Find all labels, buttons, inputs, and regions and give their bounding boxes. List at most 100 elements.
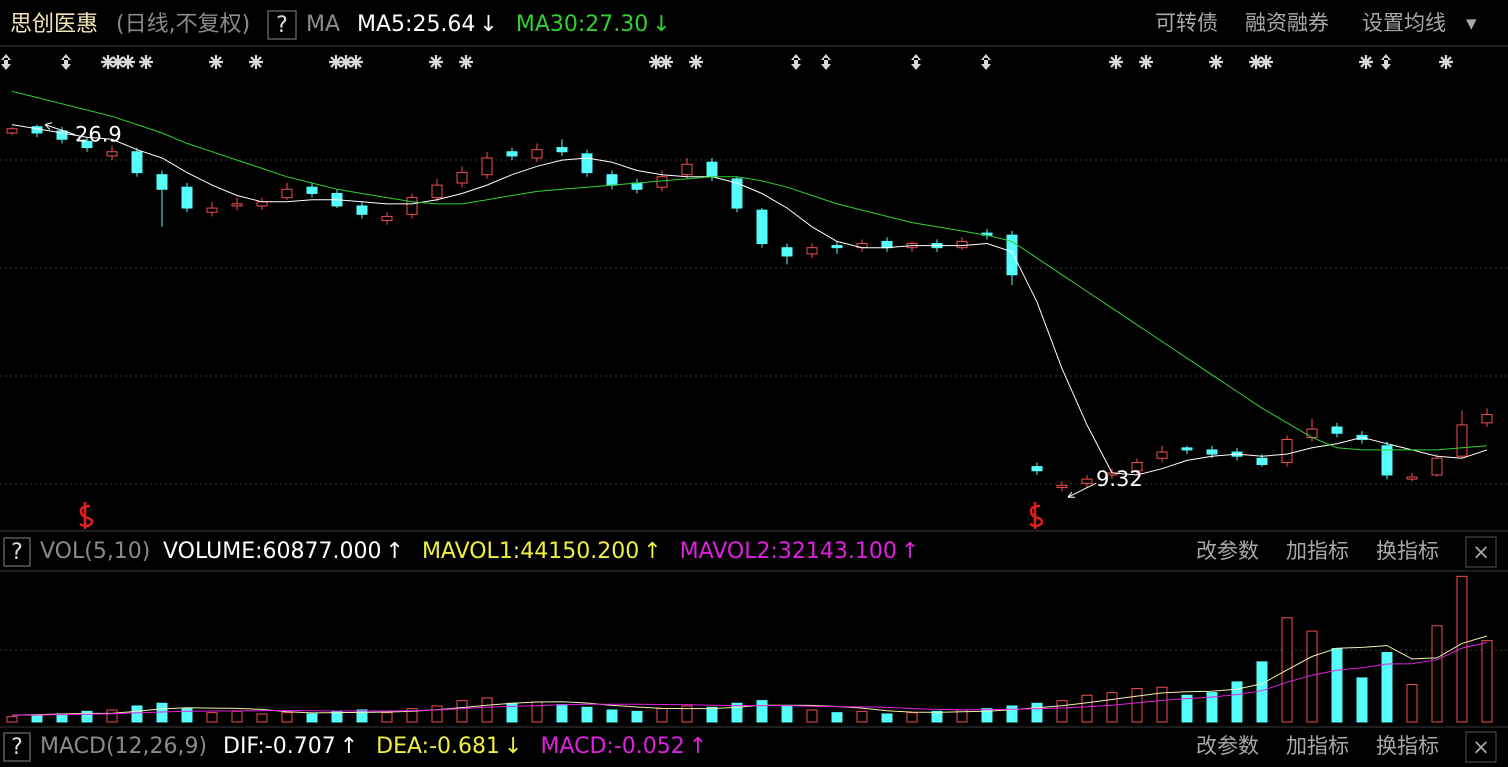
event-icon (61, 54, 71, 70)
candle-body (1031, 466, 1043, 472)
candle-body (1431, 457, 1443, 476)
panel-button[interactable]: 改参数 (1196, 539, 1259, 563)
event-icon (209, 55, 223, 69)
volume-bar (1256, 661, 1268, 723)
volume-bar (1456, 575, 1468, 723)
volume-bar (831, 712, 843, 723)
help-button[interactable] (3, 732, 31, 762)
event-icon (1381, 54, 1391, 70)
event-icon (429, 55, 443, 69)
event-icon (689, 55, 703, 69)
mavol-line (11, 635, 1488, 716)
close-button[interactable] (1465, 731, 1497, 763)
volume-bar (706, 706, 718, 723)
trend-arrow: ↓ (479, 12, 497, 37)
volume-bar (406, 708, 418, 723)
volume-bar (131, 705, 143, 723)
volume-bar (806, 709, 818, 723)
trend-arrow: ↑ (643, 539, 661, 564)
volume-bar (656, 708, 668, 723)
volume-bar (606, 709, 618, 723)
panel-button[interactable]: 加指标 (1286, 734, 1349, 758)
volume-bar (1331, 648, 1343, 723)
volume-bar (756, 700, 768, 723)
help-button[interactable] (3, 537, 31, 567)
help-icon[interactable]: ? (276, 13, 288, 38)
event-marker (1029, 502, 1044, 529)
readout: MAVOL1:44150.200 (422, 539, 639, 564)
help-icon[interactable]: ? (11, 735, 23, 760)
ma-line (11, 90, 1488, 451)
event-icon (1209, 55, 1223, 69)
readout: MACD:-0.052 (540, 734, 684, 759)
candle-body (281, 188, 293, 199)
high-label: 26.9 (75, 123, 122, 147)
volume-bar (1131, 688, 1143, 723)
panel-button[interactable]: 改参数 (1196, 734, 1259, 758)
volume-bar (781, 705, 793, 723)
candle-body (706, 161, 718, 178)
volume-bar (531, 701, 543, 723)
readout: MAVOL2:32143.100 (680, 539, 897, 564)
candle-body (1156, 451, 1168, 459)
trend-arrow: ↑ (340, 734, 358, 759)
candle-body (1256, 457, 1268, 466)
close-icon[interactable]: × (1472, 540, 1490, 564)
readout: MA30:27.30 (516, 12, 648, 37)
candle-body (306, 186, 318, 194)
trend-arrow: ↑ (901, 539, 919, 564)
candle-body (131, 151, 143, 174)
event-icon (1359, 55, 1373, 69)
candle-body (56, 130, 68, 140)
candle-body (881, 240, 893, 249)
dropdown-icon[interactable]: ▾ (1466, 11, 1477, 35)
candle-body (181, 186, 193, 209)
panel-button[interactable]: 加指标 (1286, 539, 1349, 563)
close-button[interactable] (1465, 536, 1497, 568)
candle-body (606, 174, 618, 186)
close-icon[interactable]: × (1472, 735, 1490, 759)
volume-bar (106, 709, 118, 723)
candle-body (6, 128, 18, 134)
candle-body (231, 203, 243, 207)
volume-bar (1181, 694, 1193, 723)
candle-body (1381, 445, 1393, 476)
readout: DIF:-0.707 (223, 734, 336, 759)
volume-bar (356, 709, 368, 723)
volume-bar (156, 702, 168, 723)
toolbar-button[interactable]: 可转债 (1155, 11, 1218, 35)
toolbar-button[interactable]: 设置均线 (1362, 11, 1446, 35)
candle-body (781, 247, 793, 257)
trend-arrow: ↑ (386, 539, 404, 564)
candle-body (1181, 447, 1193, 451)
volume-bar (631, 710, 643, 723)
candle-body (256, 201, 268, 207)
candle-body (631, 182, 643, 190)
volume-bar (281, 712, 293, 723)
event-icon (659, 55, 673, 69)
candle-body (481, 157, 493, 176)
event-icon (349, 55, 363, 69)
panel-button[interactable]: 换指标 (1376, 539, 1439, 563)
candle-body (956, 240, 968, 249)
volume-bar (906, 712, 918, 723)
event-icon (911, 54, 921, 70)
toolbar-button[interactable]: 融资融券 (1245, 11, 1329, 35)
volume-bar (1206, 692, 1218, 723)
event-icon (821, 54, 831, 70)
toolbar: 思创医惠 (日线,不复权)? MA MA5:25.64 ↓ MA30:27.30 ↓ 可转债融… (3, 10, 1497, 763)
help-icon[interactable]: ? (11, 540, 23, 565)
volume-bar (1381, 652, 1393, 723)
event-icon (1, 54, 11, 70)
indicator-name: VOL(5,10) (40, 539, 150, 564)
event-icons (1, 54, 1453, 70)
volume-bar (231, 710, 243, 723)
panel-button[interactable]: 换指标 (1376, 734, 1439, 758)
candle-body (556, 147, 568, 153)
readout: VOLUME:60877.000 (163, 539, 382, 564)
volume-bar (1481, 640, 1493, 723)
help-button[interactable] (267, 10, 297, 40)
volume-bar (256, 713, 268, 723)
event-icon (649, 55, 663, 69)
